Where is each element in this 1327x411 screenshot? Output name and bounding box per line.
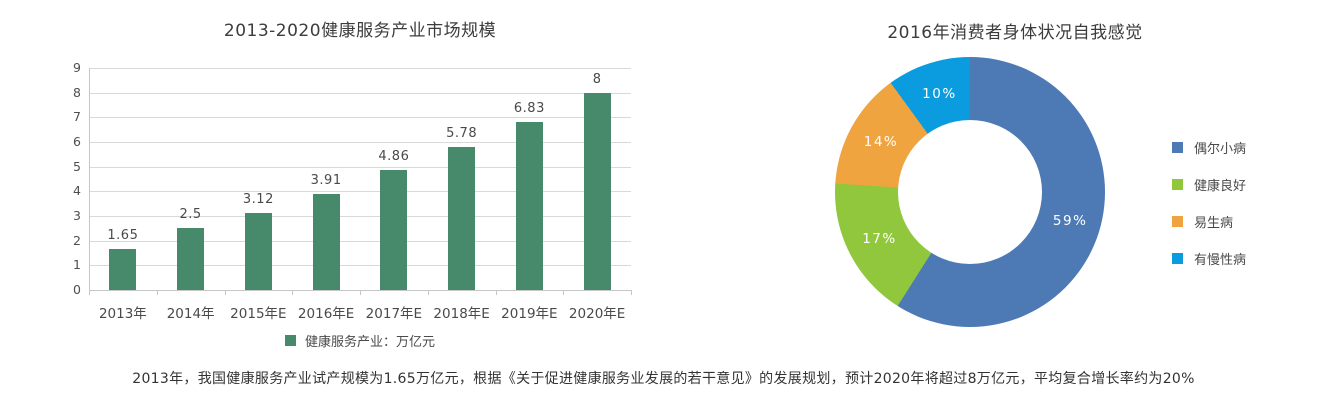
x-axis-label: 2014年 — [166, 306, 215, 322]
bar — [583, 92, 611, 290]
y-axis-tick-label: 8 — [73, 84, 81, 100]
bar — [177, 228, 205, 290]
bar-legend-label: 健康服务产业：万亿元 — [304, 335, 435, 350]
y-axis-tick-label: 7 — [73, 109, 81, 125]
bar-value-label: 2.5 — [179, 207, 202, 223]
gridline — [89, 68, 631, 69]
bar — [109, 249, 137, 290]
x-axis-tick — [427, 290, 429, 295]
y-axis-tick-label: 1 — [73, 257, 81, 273]
bar-value-label: 6.83 — [513, 100, 545, 116]
gridline — [89, 265, 631, 267]
bar-plot: 0 1 2 3 4 5 6 7 8 9 1.65 2013年 2.5 2014年 3.12 2015年E 3.9… — [73, 61, 632, 322]
bar-legend-swatch — [284, 335, 296, 346]
x-axis-tick — [224, 290, 226, 295]
bar-value-label: 8 — [592, 71, 602, 87]
donut-percent-label: 10% — [922, 86, 957, 103]
x-axis-label: 2017年E — [365, 306, 423, 322]
y-axis-tick-label: 9 — [73, 60, 81, 75]
gridline — [89, 142, 631, 143]
legend-label: 健康良好 — [1194, 179, 1247, 194]
bar — [244, 213, 272, 290]
y-axis-tick-label: 0 — [73, 282, 81, 297]
y-axis-tick-label: 5 — [73, 158, 81, 174]
x-axis-label: 2019年E — [501, 306, 558, 322]
x-axis-tick — [631, 290, 632, 295]
bar — [448, 147, 476, 290]
legend-swatch — [1172, 179, 1183, 190]
donut-percent-label: 59% — [1052, 212, 1088, 229]
gridline — [89, 216, 631, 217]
bar-value-label: 3.12 — [242, 192, 274, 208]
x-axis-tick — [292, 290, 294, 295]
legend-swatch — [1172, 216, 1183, 227]
gridline — [89, 191, 631, 193]
bar — [380, 170, 408, 290]
legend-item: 易生病 — [1172, 212, 1246, 231]
gridline — [89, 92, 631, 94]
donut-legend: 偶尔小病健康良好易生病有慢性病 — [1172, 138, 1246, 268]
x-axis-label: 2016年E — [297, 306, 355, 322]
bar-chart-title: 2013-2020健康服务产业市场规模 — [223, 21, 497, 41]
x-axis-tick — [360, 290, 361, 295]
x-axis-label: 2013年 — [98, 306, 147, 322]
x-axis-tick — [495, 290, 497, 295]
gridline — [89, 166, 631, 168]
x-axis-label: 2020年E — [568, 306, 626, 322]
bar — [515, 121, 543, 290]
legend-item: 有慢性病 — [1172, 249, 1246, 268]
bar-chart-legend: 健康服务产业：万亿元 — [60, 331, 660, 350]
bar-value-label: 4.86 — [378, 149, 410, 165]
gridline — [89, 240, 631, 242]
x-axis-tick — [89, 290, 90, 295]
bar-value-label: 5.78 — [446, 126, 478, 142]
legend-swatch — [1172, 253, 1183, 264]
donut-percent-label: 17% — [862, 230, 897, 247]
x-axis-tick — [563, 290, 565, 295]
donut-plot: 59% 17% 14% 10% — [835, 57, 1105, 327]
y-axis-tick-label: 4 — [73, 183, 81, 199]
y-axis-tick-label: 3 — [73, 208, 81, 223]
legend-swatch — [1172, 142, 1183, 153]
bar — [312, 193, 340, 290]
x-axis-label: 2018年E — [433, 306, 490, 322]
legend-label: 有慢性病 — [1194, 253, 1247, 268]
bar-value-label: 3.91 — [310, 172, 342, 188]
donut-percent-label: 14% — [863, 134, 899, 151]
donut-hole — [898, 120, 1042, 264]
legend-label: 偶尔小病 — [1194, 142, 1247, 157]
gridline — [89, 117, 631, 119]
y-axis-tick-label: 6 — [73, 134, 81, 149]
legend-item: 健康良好 — [1172, 175, 1246, 194]
y-axis-tick-label: 2 — [73, 232, 81, 248]
legend-item: 偶尔小病 — [1172, 138, 1246, 157]
x-axis-label: 2015年E — [230, 306, 287, 322]
y-axis-line — [89, 68, 90, 294]
legend-label: 易生病 — [1194, 216, 1234, 231]
caption: 2013年，我国健康服务产业试产规模为1.65万亿元，根据《关于促进健康服务业发… — [132, 371, 1195, 387]
bar-value-label: 1.65 — [107, 228, 139, 244]
donut-chart-title: 2016年消费者身体状况自我感觉 — [887, 23, 1143, 43]
x-axis-tick — [156, 290, 158, 295]
